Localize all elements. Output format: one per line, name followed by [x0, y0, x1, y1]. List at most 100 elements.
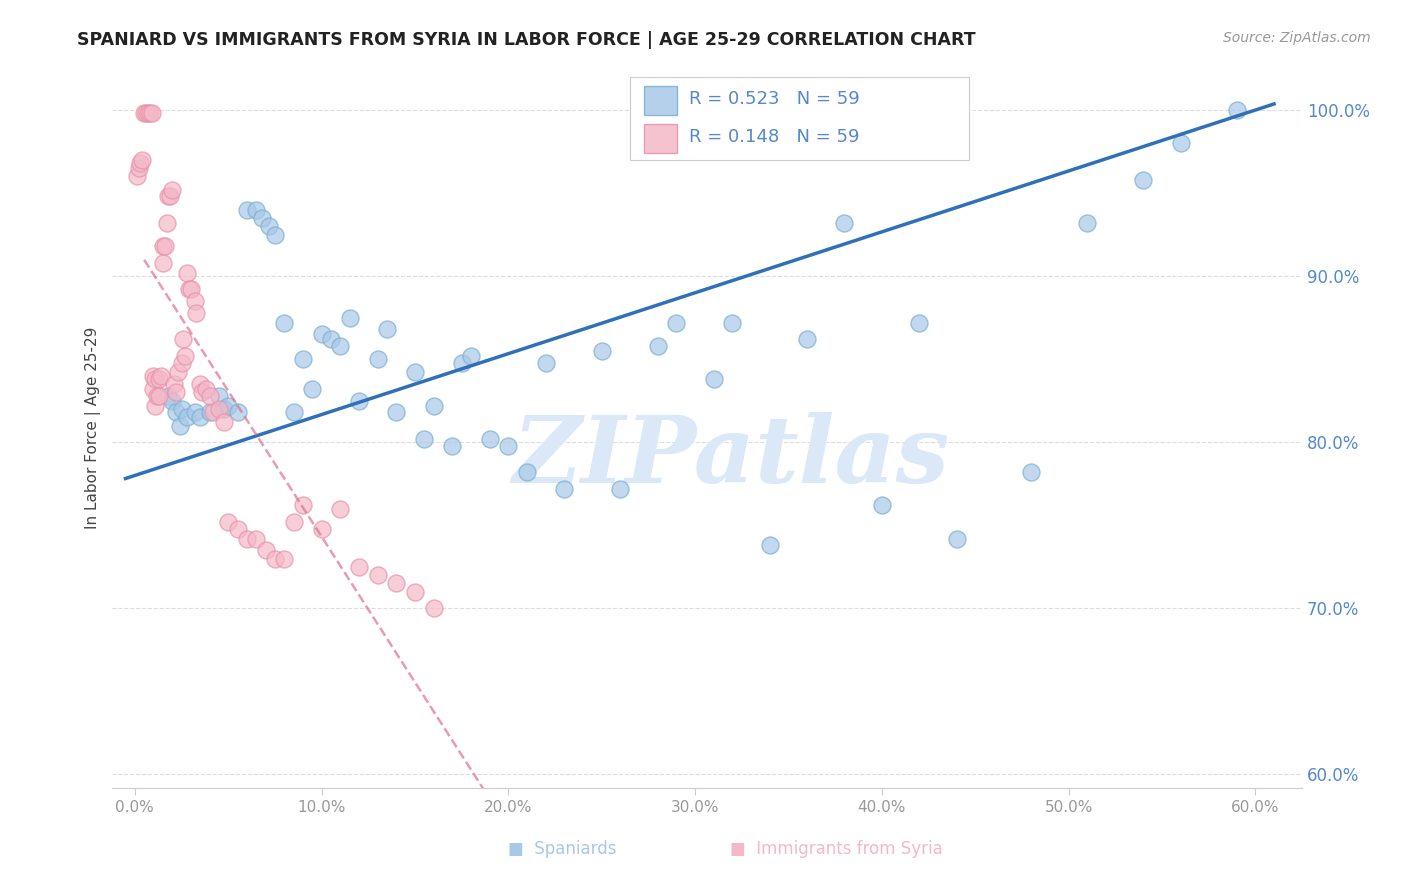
- Point: [146, 389, 169, 403]
- Point: [208, 389, 231, 403]
- Point: [157, 389, 180, 403]
- Text: ZIPatlas: ZIPatlas: [513, 412, 949, 502]
- Bar: [644, 86, 678, 114]
- Point: [217, 399, 239, 413]
- Point: [166, 366, 188, 380]
- Point: [183, 294, 205, 309]
- Point: [149, 368, 172, 383]
- Point: [834, 216, 856, 230]
- Point: [291, 499, 314, 513]
- Point: [134, 106, 156, 120]
- Point: [1132, 173, 1154, 187]
- Point: [153, 239, 176, 253]
- Point: [339, 310, 361, 325]
- Point: [180, 282, 202, 296]
- Point: [250, 211, 273, 225]
- Point: [385, 405, 408, 419]
- Point: [319, 332, 342, 346]
- Point: [174, 349, 197, 363]
- Point: [404, 366, 426, 380]
- Y-axis label: In Labor Force | Age 25-29: In Labor Force | Age 25-29: [86, 327, 101, 529]
- Point: [136, 106, 159, 120]
- Point: [160, 393, 183, 408]
- Point: [236, 532, 259, 546]
- Point: [347, 559, 370, 574]
- Point: [413, 432, 436, 446]
- Point: [264, 227, 287, 242]
- Point: [908, 316, 931, 330]
- Point: [157, 189, 180, 203]
- Point: [796, 332, 818, 346]
- Point: [553, 482, 575, 496]
- Point: [165, 385, 187, 400]
- Point: [135, 106, 157, 120]
- Point: [194, 382, 217, 396]
- Point: [191, 385, 214, 400]
- Point: [870, 499, 893, 513]
- Point: [367, 568, 389, 582]
- Point: [202, 405, 225, 419]
- Text: R = 0.148   N = 59: R = 0.148 N = 59: [689, 128, 860, 146]
- Point: [139, 106, 162, 120]
- Point: [254, 543, 277, 558]
- Point: [450, 355, 472, 369]
- Point: [170, 402, 193, 417]
- Point: [264, 551, 287, 566]
- Point: [375, 322, 398, 336]
- Point: [198, 405, 221, 419]
- Point: [172, 332, 194, 346]
- Point: [422, 399, 444, 413]
- Point: [226, 522, 249, 536]
- Point: [721, 316, 744, 330]
- Point: [125, 169, 148, 184]
- Point: [367, 352, 389, 367]
- Point: [703, 372, 725, 386]
- Text: SPANIARD VS IMMIGRANTS FROM SYRIA IN LABOR FORCE | AGE 25-29 CORRELATION CHART: SPANIARD VS IMMIGRANTS FROM SYRIA IN LAB…: [77, 31, 976, 49]
- Point: [478, 432, 501, 446]
- Point: [460, 349, 482, 363]
- Point: [214, 415, 236, 429]
- Point: [329, 339, 352, 353]
- Point: [129, 156, 152, 170]
- Point: [945, 532, 967, 546]
- Point: [145, 372, 167, 386]
- Point: [422, 601, 444, 615]
- Point: [160, 183, 183, 197]
- Point: [273, 551, 295, 566]
- Point: [188, 410, 211, 425]
- Point: [170, 355, 193, 369]
- Point: [145, 399, 167, 413]
- Point: [152, 239, 174, 253]
- Point: [208, 402, 231, 417]
- Point: [152, 256, 174, 270]
- Point: [283, 515, 305, 529]
- Point: [188, 377, 211, 392]
- Point: [516, 465, 538, 479]
- Point: [301, 382, 323, 396]
- Point: [159, 189, 181, 203]
- Point: [148, 372, 170, 386]
- Point: [226, 405, 249, 419]
- Point: [186, 306, 208, 320]
- Point: [647, 339, 669, 353]
- Point: [385, 576, 408, 591]
- Point: [311, 327, 333, 342]
- Text: ■  Immigrants from Syria: ■ Immigrants from Syria: [730, 840, 943, 858]
- Point: [498, 439, 520, 453]
- Point: [259, 219, 281, 234]
- Point: [155, 216, 177, 230]
- Point: [214, 402, 236, 417]
- Point: [609, 482, 631, 496]
- Point: [128, 161, 150, 176]
- Point: [169, 418, 191, 433]
- Point: [1226, 103, 1249, 117]
- Point: [665, 316, 688, 330]
- Text: ■  Spaniards: ■ Spaniards: [508, 840, 617, 858]
- Point: [273, 316, 295, 330]
- Point: [347, 393, 370, 408]
- Point: [404, 584, 426, 599]
- Point: [217, 515, 239, 529]
- Text: R = 0.523   N = 59: R = 0.523 N = 59: [689, 90, 860, 108]
- Point: [148, 389, 170, 403]
- Point: [245, 532, 267, 546]
